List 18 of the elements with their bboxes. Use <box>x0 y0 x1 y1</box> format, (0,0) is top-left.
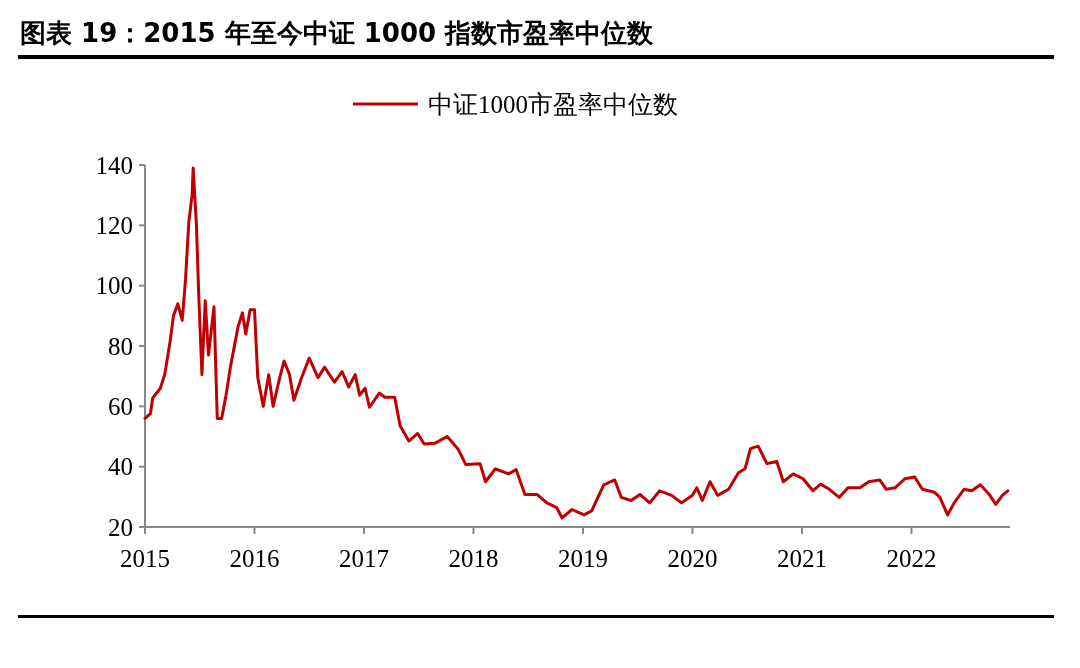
y-tick-label: 20 <box>108 513 133 541</box>
y-tick-label: 60 <box>108 393 133 421</box>
y-tick-label: 80 <box>108 332 133 360</box>
x-tick-label: 2019 <box>557 545 608 572</box>
y-tick-label: 120 <box>95 212 133 240</box>
y-tick-label: 140 <box>95 151 133 179</box>
y-tick-label: 40 <box>108 453 133 481</box>
x-tick-label: 2016 <box>229 545 280 572</box>
x-tick-label: 2015 <box>120 545 170 572</box>
legend-label: 中证1000市盈率中位数 <box>428 91 678 118</box>
chart-title: 图表 19：2015 年至今中证 1000 指数市盈率中位数 <box>20 18 655 48</box>
y-tick-label: 100 <box>95 272 133 300</box>
x-tick-label: 2018 <box>448 545 499 572</box>
x-tick-label: 2020 <box>667 545 718 572</box>
x-tick-label: 2022 <box>886 545 937 572</box>
line-series <box>143 166 1010 520</box>
x-tick-label: 2017 <box>338 545 389 572</box>
x-tick-label: 2021 <box>776 545 827 572</box>
